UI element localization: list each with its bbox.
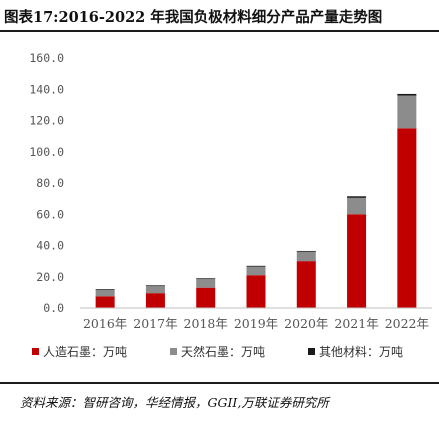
bar-segment-artificial-graphite — [246, 275, 266, 308]
legend-label: 其他材料：万吨 — [319, 345, 403, 359]
bar-segment-natural-graphite — [196, 279, 216, 288]
x-tick-label: 2016年 — [83, 316, 127, 331]
bar-segment-artificial-graphite — [145, 293, 165, 308]
source-note: 资料来源：智研咨询，华经情报，GGII,万联证券研究所 — [20, 395, 329, 410]
legend-label: 天然石墨：万吨 — [181, 344, 265, 359]
y-tick-label: 100.0 — [29, 145, 64, 159]
bar-segment-artificial-graphite — [95, 296, 115, 308]
legend-swatch — [308, 348, 315, 355]
bar-segment-other-materials — [296, 250, 316, 252]
y-tick-label: 140.0 — [29, 82, 64, 96]
y-axis: 0.0 20.0 40.0 60.0 80.0 100.0 120.0 140.0 160.0 — [29, 51, 64, 315]
y-tick-label: 20.0 — [36, 270, 64, 284]
x-tick-label: 2021年 — [334, 316, 378, 331]
y-tick-label: 0.0 — [43, 301, 64, 315]
source-divider — [0, 382, 439, 384]
bar-segment-natural-graphite — [296, 251, 316, 262]
y-tick-label: 160.0 — [29, 51, 64, 65]
bar-segment-other-materials — [145, 285, 165, 287]
bar-segment-artificial-graphite — [196, 287, 216, 308]
bar-segment-other-materials — [246, 265, 266, 267]
bar-segment-natural-graphite — [95, 290, 115, 297]
stacked-bar-chart: 0.020.040.060.080.0100.0120.0140.0160.0 … — [29, 51, 432, 359]
x-tick-label: 2018年 — [184, 316, 228, 331]
bar-segment-artificial-graphite — [397, 128, 417, 308]
chart-legend: 人造石墨：万吨 天然石墨：万吨 其他材料：万吨 — [32, 344, 403, 359]
bar-segment-other-materials — [95, 289, 115, 291]
bar-segment-artificial-graphite — [347, 214, 367, 308]
x-tick-label: 2022年 — [385, 316, 429, 331]
x-axis: 2016年 2017年 2018年 2019年 2020年 2021年 2022年 — [80, 307, 432, 331]
legend-swatch — [32, 348, 39, 355]
x-tick-label: 2017年 — [133, 316, 177, 331]
y-tick-label: 80.0 — [36, 176, 64, 190]
x-tick-label: 2019年 — [234, 316, 278, 331]
y-tick-label: 120.0 — [29, 114, 64, 128]
bar-segment-natural-graphite — [397, 95, 417, 129]
figure-title: 图表17:2016-2022 年我国负极材料细分产品产量走势图 — [4, 9, 383, 26]
legend-swatch — [170, 348, 177, 355]
bar-segment-natural-graphite — [347, 197, 367, 215]
bar-segment-other-materials — [347, 196, 367, 198]
bar-segment-artificial-graphite — [296, 261, 316, 308]
bar-segment-natural-graphite — [145, 286, 165, 294]
bar-series — [95, 93, 417, 308]
bar-segment-other-materials — [196, 278, 216, 280]
bar-segment-other-materials — [397, 93, 417, 96]
legend-label: 人造石墨：万吨 — [43, 345, 127, 359]
y-tick-label: 60.0 — [36, 207, 64, 221]
title-divider — [0, 30, 439, 32]
bar-segment-natural-graphite — [246, 266, 266, 276]
y-tick-label: 40.0 — [36, 239, 64, 253]
x-tick-label: 2020年 — [284, 316, 328, 331]
